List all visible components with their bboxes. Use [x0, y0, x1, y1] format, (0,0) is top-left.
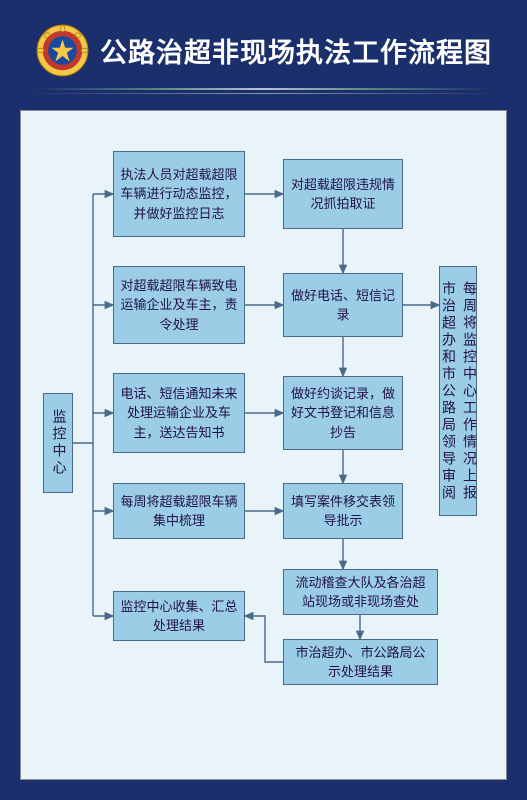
title-underline-thin	[25, 93, 502, 94]
flow-node-b2: 做好电话、短信记录	[283, 273, 403, 337]
flow-node-d2: 填写案件移交表领导批示	[283, 483, 403, 539]
flow-node-c1: 电话、短信通知未来处理运输企业及车主，送达告知书	[113, 373, 245, 453]
police-badge-icon	[35, 23, 90, 78]
flow-node-a2: 对超载超限违规情况抓拍取证	[283, 159, 403, 229]
flow-node-monitor_center: 监控中心	[43, 393, 73, 493]
title-bar: 公路治超非现场执法工作流程图	[0, 0, 527, 100]
flow-node-e2: 流动稽查大队及各治超站现场或非现场查处	[283, 569, 438, 615]
title-underline	[35, 88, 492, 90]
flow-node-e1: 监控中心收集、汇总处理结果	[113, 591, 245, 641]
flowchart-panel: 监控中心 执法人员对超载超限车辆进行动态监控，并做好监控日志对超载超限违规情况抓拍…	[20, 110, 507, 780]
flow-node-d1: 每周将超载超限车辆集中梳理	[113, 483, 245, 539]
flow-node-right: 每周将监控中心工作情况上报市治超办和市公路局领导审阅	[439, 266, 477, 516]
flow-node-c2: 做好约谈记录，做好文书登记和信息抄告	[283, 376, 403, 450]
flow-node-f2: 市治超办、市公路局公示处理结果	[283, 639, 438, 685]
flow-node-b1: 对超载超限车辆致电运输企业及车主，责令处理	[113, 266, 245, 344]
flow-node-a1: 执法人员对超载超限车辆进行动态监控，并做好监控日志	[113, 151, 245, 237]
page-title: 公路治超非现场执法工作流程图	[100, 31, 492, 70]
